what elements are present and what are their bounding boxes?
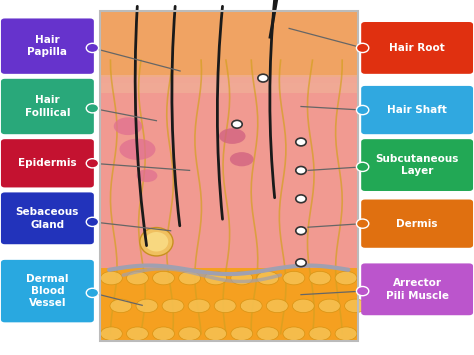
- Circle shape: [86, 288, 99, 297]
- Ellipse shape: [162, 299, 184, 313]
- Circle shape: [296, 138, 306, 146]
- Ellipse shape: [283, 327, 305, 340]
- Ellipse shape: [145, 232, 168, 251]
- Ellipse shape: [153, 327, 174, 340]
- Text: Arrector
Pili Muscle: Arrector Pili Muscle: [386, 278, 448, 301]
- Ellipse shape: [110, 299, 132, 313]
- Ellipse shape: [230, 152, 254, 166]
- Ellipse shape: [119, 139, 155, 160]
- Ellipse shape: [127, 271, 148, 285]
- Ellipse shape: [319, 299, 340, 313]
- Ellipse shape: [100, 271, 122, 285]
- Ellipse shape: [140, 228, 173, 256]
- Text: Hair Shaft: Hair Shaft: [387, 105, 447, 115]
- Ellipse shape: [257, 271, 279, 285]
- Ellipse shape: [219, 128, 246, 144]
- Bar: [100, 268, 358, 341]
- Ellipse shape: [345, 299, 366, 313]
- Text: Sebaceous
Gland: Sebaceous Gland: [16, 207, 79, 230]
- Ellipse shape: [205, 327, 227, 340]
- FancyBboxPatch shape: [361, 22, 473, 74]
- Ellipse shape: [179, 327, 201, 340]
- FancyBboxPatch shape: [1, 79, 94, 134]
- Ellipse shape: [179, 271, 201, 285]
- Circle shape: [356, 286, 369, 296]
- Circle shape: [232, 120, 242, 128]
- Text: Hair
Papilla: Hair Papilla: [27, 35, 67, 58]
- Ellipse shape: [283, 271, 305, 285]
- Ellipse shape: [240, 299, 262, 313]
- Circle shape: [86, 104, 99, 113]
- Circle shape: [356, 162, 369, 171]
- FancyBboxPatch shape: [1, 139, 94, 187]
- Ellipse shape: [266, 299, 288, 313]
- Ellipse shape: [231, 271, 253, 285]
- Bar: [100, 11, 358, 83]
- Bar: [100, 77, 358, 275]
- Ellipse shape: [188, 299, 210, 313]
- FancyBboxPatch shape: [361, 200, 473, 248]
- Ellipse shape: [136, 299, 158, 313]
- Ellipse shape: [137, 169, 157, 182]
- Text: Subcutaneous
Layer: Subcutaneous Layer: [375, 154, 459, 176]
- FancyBboxPatch shape: [361, 139, 473, 191]
- Ellipse shape: [335, 327, 357, 340]
- Circle shape: [258, 74, 268, 82]
- Bar: [100, 75, 358, 93]
- Circle shape: [356, 219, 369, 228]
- Text: Dermis: Dermis: [396, 219, 438, 229]
- Ellipse shape: [257, 327, 279, 340]
- Ellipse shape: [114, 117, 142, 135]
- Ellipse shape: [153, 271, 174, 285]
- FancyBboxPatch shape: [1, 18, 94, 74]
- Text: Dermal
Blood
Vessel: Dermal Blood Vessel: [26, 274, 69, 308]
- Ellipse shape: [292, 299, 314, 313]
- Bar: [100, 11, 358, 341]
- FancyBboxPatch shape: [361, 86, 473, 134]
- FancyBboxPatch shape: [1, 260, 94, 322]
- Circle shape: [86, 43, 99, 53]
- Ellipse shape: [205, 271, 227, 285]
- Circle shape: [296, 166, 306, 174]
- Ellipse shape: [127, 327, 148, 340]
- Circle shape: [86, 217, 99, 226]
- Text: Epidermis: Epidermis: [18, 158, 77, 168]
- Ellipse shape: [100, 327, 122, 340]
- Circle shape: [86, 159, 99, 168]
- Ellipse shape: [309, 271, 331, 285]
- Circle shape: [296, 227, 306, 235]
- Ellipse shape: [335, 271, 357, 285]
- Circle shape: [356, 105, 369, 115]
- FancyBboxPatch shape: [361, 263, 473, 315]
- Ellipse shape: [231, 327, 253, 340]
- Circle shape: [296, 259, 306, 267]
- Text: Hair
Folllical: Hair Folllical: [25, 95, 70, 118]
- Circle shape: [356, 43, 369, 53]
- Ellipse shape: [309, 327, 331, 340]
- Circle shape: [296, 195, 306, 203]
- Bar: [100, 11, 358, 341]
- FancyBboxPatch shape: [1, 192, 94, 244]
- Ellipse shape: [214, 299, 236, 313]
- Text: Hair Root: Hair Root: [389, 43, 445, 53]
